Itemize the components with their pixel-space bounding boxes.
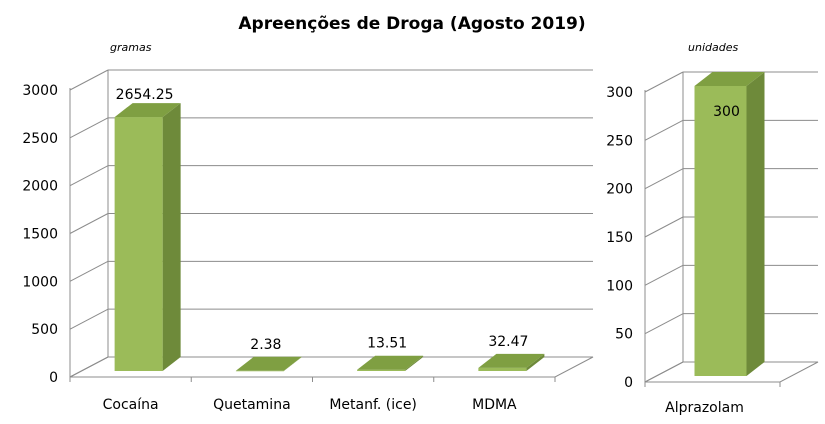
data-label: 13.51 <box>367 336 407 352</box>
y-tick-label: 500 <box>31 322 58 338</box>
bar <box>235 370 284 372</box>
gridline-diagonal <box>644 264 684 286</box>
gridline-diagonal <box>69 213 109 234</box>
data-label: 32.47 <box>488 334 528 350</box>
y-tick-label: 0 <box>49 370 58 386</box>
y-tick-label: 300 <box>606 85 633 101</box>
bar <box>478 367 527 371</box>
bar <box>694 86 747 376</box>
gridline-diagonal <box>69 117 109 139</box>
y-tick-label: 3000 <box>22 83 58 99</box>
bar-side <box>283 356 302 371</box>
bar-top <box>114 103 181 118</box>
gridline-diagonal <box>644 313 684 335</box>
bar-side <box>162 103 181 371</box>
bar-top <box>235 356 302 371</box>
bar <box>114 117 163 371</box>
x-tick-label: Metanf. (ice) <box>329 397 417 413</box>
y-tick-label: 50 <box>615 327 633 343</box>
gridline-diagonal <box>69 260 109 282</box>
unit-label: gramas <box>110 41 152 54</box>
gridline-diagonal <box>69 308 109 330</box>
x-tick-label: Cocaína <box>103 397 159 413</box>
gridline-diagonal <box>69 69 109 91</box>
y-tick-label: 2500 <box>22 131 58 147</box>
y-tick-label: 250 <box>606 133 633 149</box>
y-tick-label: 200 <box>606 182 633 198</box>
x-tick-label: Alprazolam <box>665 400 744 416</box>
y-tick-label: 150 <box>606 230 633 246</box>
bar-side <box>526 353 545 371</box>
unit-label: unidades <box>688 41 738 54</box>
bar-top <box>478 353 545 368</box>
y-tick-label: 100 <box>606 278 633 294</box>
gridline-diagonal <box>644 71 684 93</box>
data-label: 2654.25 <box>116 87 174 103</box>
y-tick-label: 1000 <box>22 274 58 290</box>
data-label: 2.38 <box>250 337 281 353</box>
x-tick-label: Quetamina <box>213 397 291 413</box>
chart-floor <box>69 356 594 378</box>
bar-side <box>746 72 765 376</box>
bar-top <box>694 72 765 86</box>
bar <box>357 369 406 371</box>
y-tick-label: 2000 <box>22 179 58 195</box>
chart-floor <box>644 361 819 383</box>
gridline-diagonal <box>69 165 109 187</box>
bar-top <box>357 355 424 370</box>
chart-title: Apreenções de Droga (Agosto 2019) <box>238 14 585 34</box>
gridline-diagonal <box>644 168 684 190</box>
bar-side <box>405 355 424 371</box>
y-tick-label: 1500 <box>22 227 58 243</box>
x-tick-label: MDMA <box>472 397 517 413</box>
data-label: 300 <box>713 104 740 120</box>
y-tick-label: 0 <box>624 375 633 391</box>
gridline-diagonal <box>644 216 684 238</box>
gridline-diagonal <box>644 119 684 141</box>
